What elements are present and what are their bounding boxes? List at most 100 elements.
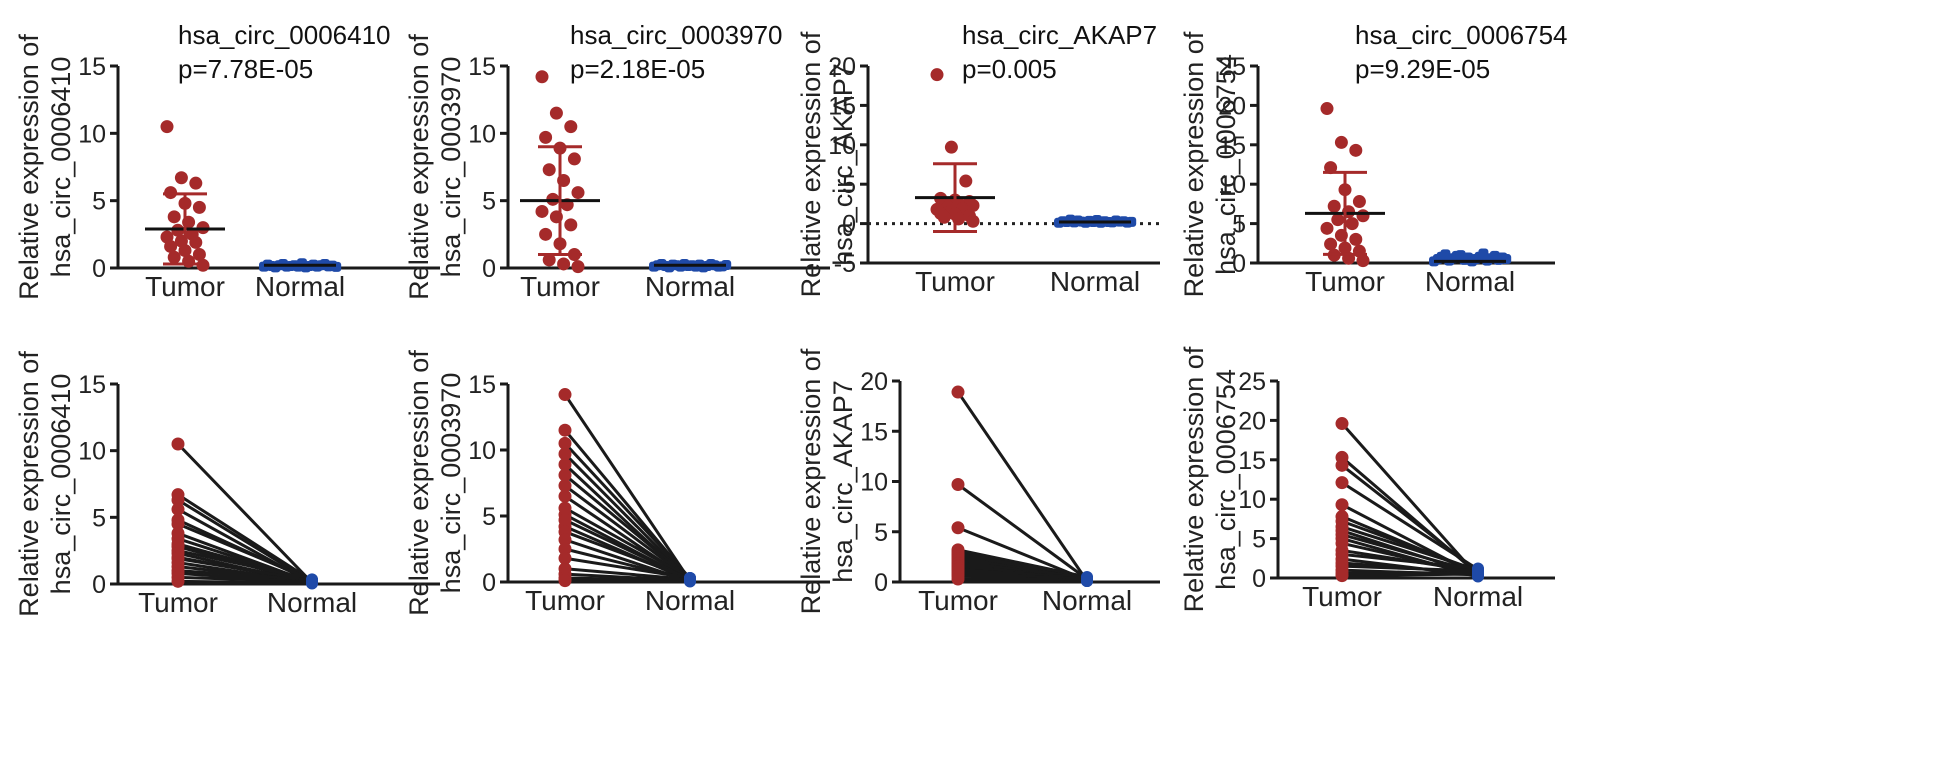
x-category-label: Normal xyxy=(1433,581,1523,612)
y-tick-label: 0 xyxy=(1252,565,1266,593)
tumor-point xyxy=(558,533,572,547)
tumor-point xyxy=(535,70,549,84)
tumor-point xyxy=(542,253,556,267)
y-axis-label-line1: Relative expression of xyxy=(14,34,44,300)
tumor-point xyxy=(944,140,958,154)
tumor-point xyxy=(549,106,563,120)
y-tick-label: 5 xyxy=(842,171,856,199)
normal-point xyxy=(331,261,342,272)
x-category-label: Tumor xyxy=(1305,266,1385,297)
y-tick-label: 20 xyxy=(1218,92,1246,120)
pair-line xyxy=(1341,481,1479,571)
x-category-label: Normal xyxy=(1425,266,1515,297)
tumor-point xyxy=(1335,476,1349,490)
tumor-point xyxy=(189,235,203,249)
tumor-point xyxy=(564,120,578,134)
y-axis-label-line1: Relative expression of xyxy=(404,34,434,300)
normal-point xyxy=(1126,216,1137,227)
y-tick-label: 0 xyxy=(482,569,496,597)
pair-line xyxy=(1341,525,1479,572)
pair-line xyxy=(177,569,313,582)
tumor-point xyxy=(937,210,951,224)
tumor-point xyxy=(558,388,572,402)
y-tick-label: 5 xyxy=(482,188,496,216)
normal-point xyxy=(1472,568,1484,581)
tumor-point xyxy=(1352,195,1366,209)
y-axis-label-line1: Relative expression of xyxy=(404,350,434,616)
pair-line xyxy=(563,393,692,582)
y-tick-label: 5 xyxy=(92,188,106,216)
tumor-point xyxy=(167,250,181,264)
x-category-label: Tumor xyxy=(915,266,995,297)
y-tick-label: 10 xyxy=(828,132,856,160)
pair-line xyxy=(177,493,313,582)
panel-4: 0 5 10 15 20 25 Tumor Normal Relative expression… xyxy=(1179,20,1568,297)
y-axis-label: Relative expression ofhsa_circ_0003970 xyxy=(404,350,466,616)
pair-line xyxy=(177,579,313,585)
tumor-point xyxy=(558,436,572,450)
tumor-point xyxy=(1349,232,1363,246)
tumor-point xyxy=(1327,199,1341,213)
x-category-label: Normal xyxy=(645,271,735,302)
p-value-annotation: p=7.78E-05 xyxy=(178,54,313,84)
y-tick-label: 10 xyxy=(1218,171,1246,199)
tumor-point xyxy=(558,447,572,461)
y-axis-label: Relative expression ofhsa_circ_0006754 xyxy=(1179,31,1241,297)
tumor-point xyxy=(1335,498,1349,512)
tumor-point xyxy=(1356,254,1370,268)
y-tick-label: 0 xyxy=(482,255,496,283)
chart-title: hsa_circ_0006754 xyxy=(1355,20,1568,50)
tumor-point xyxy=(558,479,572,493)
y-axis-label-line1: Relative expression of xyxy=(1179,346,1209,612)
pair-line xyxy=(177,498,313,584)
tumor-point xyxy=(1320,102,1334,116)
y-tick-label: 5 xyxy=(1252,526,1266,554)
tumor-point xyxy=(1349,143,1363,157)
y-axis-label-line2: hsa_circ_0003970 xyxy=(436,57,466,278)
y-axis-label-line2: hsa_circ_0006754 xyxy=(1211,54,1241,275)
tumor-point xyxy=(571,186,585,200)
y-tick-label: 10 xyxy=(78,438,106,466)
tumor-point xyxy=(164,239,178,253)
pair-line xyxy=(957,572,1088,581)
y-axis-label-line1: Relative expression of xyxy=(796,31,826,297)
pair-line xyxy=(564,577,691,583)
y-axis-label-line1: Relative expression of xyxy=(1179,31,1209,297)
y-tick-label: 20 xyxy=(1238,407,1266,435)
pair-line xyxy=(177,575,313,584)
x-category-label: Normal xyxy=(1050,266,1140,297)
tumor-point xyxy=(1335,458,1349,472)
y-tick-label: 25 xyxy=(1238,368,1266,396)
pair-line xyxy=(1341,552,1479,571)
tumor-point xyxy=(571,260,585,274)
y-tick-label: 15 xyxy=(828,92,856,120)
y-tick-label: 10 xyxy=(1238,486,1266,514)
tumor-point xyxy=(1320,221,1334,235)
y-axis-label-line2: hsa_circ_0006410 xyxy=(46,57,76,278)
y-axis-label-line2: hsa_circ_AKAP7 xyxy=(828,380,858,583)
y-tick-label: 5 xyxy=(874,519,888,547)
y-tick-label: 10 xyxy=(468,437,496,465)
y-tick-label: 0 xyxy=(92,571,106,599)
tumor-point xyxy=(930,68,944,82)
panel-3: -5 0 5 10 15 20 Tumor Normal Relative expression… xyxy=(796,20,1160,297)
tumor-point xyxy=(1345,217,1359,231)
pair-line xyxy=(1340,422,1480,578)
tumor-point xyxy=(951,478,965,492)
tumor-point xyxy=(557,257,571,271)
pair-line xyxy=(176,442,314,584)
tumor-point xyxy=(171,493,185,507)
tumor-point xyxy=(558,423,572,437)
y-tick-label: 20 xyxy=(828,53,856,81)
tumor-point xyxy=(558,468,572,482)
pair-line xyxy=(1341,572,1479,578)
normal-point xyxy=(306,576,318,589)
y-tick-label: 0 xyxy=(874,569,888,597)
tumor-point xyxy=(951,572,965,586)
x-category-label: Tumor xyxy=(138,587,218,618)
pair-line xyxy=(564,556,691,580)
pair-line xyxy=(177,522,313,582)
pair-line xyxy=(957,577,1088,582)
